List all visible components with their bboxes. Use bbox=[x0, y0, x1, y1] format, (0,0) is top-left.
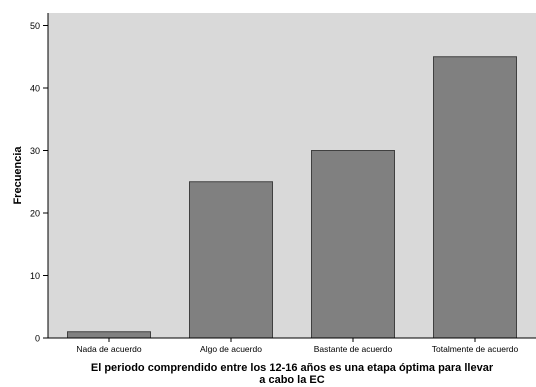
y-tick-label: 50 bbox=[30, 21, 40, 31]
bar-1 bbox=[67, 331, 151, 339]
x-tick-label: Nada de acuerdo bbox=[76, 344, 141, 354]
y-axis-label: Frecuencia bbox=[12, 146, 24, 205]
bars bbox=[67, 56, 517, 339]
x-tick-label: Algo de acuerdo bbox=[200, 344, 262, 354]
bar-3 bbox=[311, 150, 395, 339]
x-tick-label: Bastante de acuerdo bbox=[314, 344, 393, 354]
bar-4 bbox=[433, 56, 517, 339]
x-axis-ticks: Nada de acuerdo Algo de acuerdo Bastante d… bbox=[76, 338, 519, 354]
x-tick-label: Totalmente de acuerdo bbox=[432, 344, 519, 354]
x-axis-label-line-1: El periodo comprendido entre los 12-16 a… bbox=[91, 362, 494, 374]
y-tick-label: 0 bbox=[35, 334, 40, 344]
x-axis-label-line-2: a cabo la EC bbox=[259, 374, 324, 386]
y-axis-ticks: 0 10 20 30 40 50 bbox=[30, 21, 48, 344]
y-tick-label: 10 bbox=[30, 271, 40, 281]
y-tick-label: 20 bbox=[30, 209, 40, 219]
y-tick-label: 30 bbox=[30, 146, 40, 156]
bar-2 bbox=[189, 181, 273, 339]
y-tick-label: 40 bbox=[30, 84, 40, 94]
